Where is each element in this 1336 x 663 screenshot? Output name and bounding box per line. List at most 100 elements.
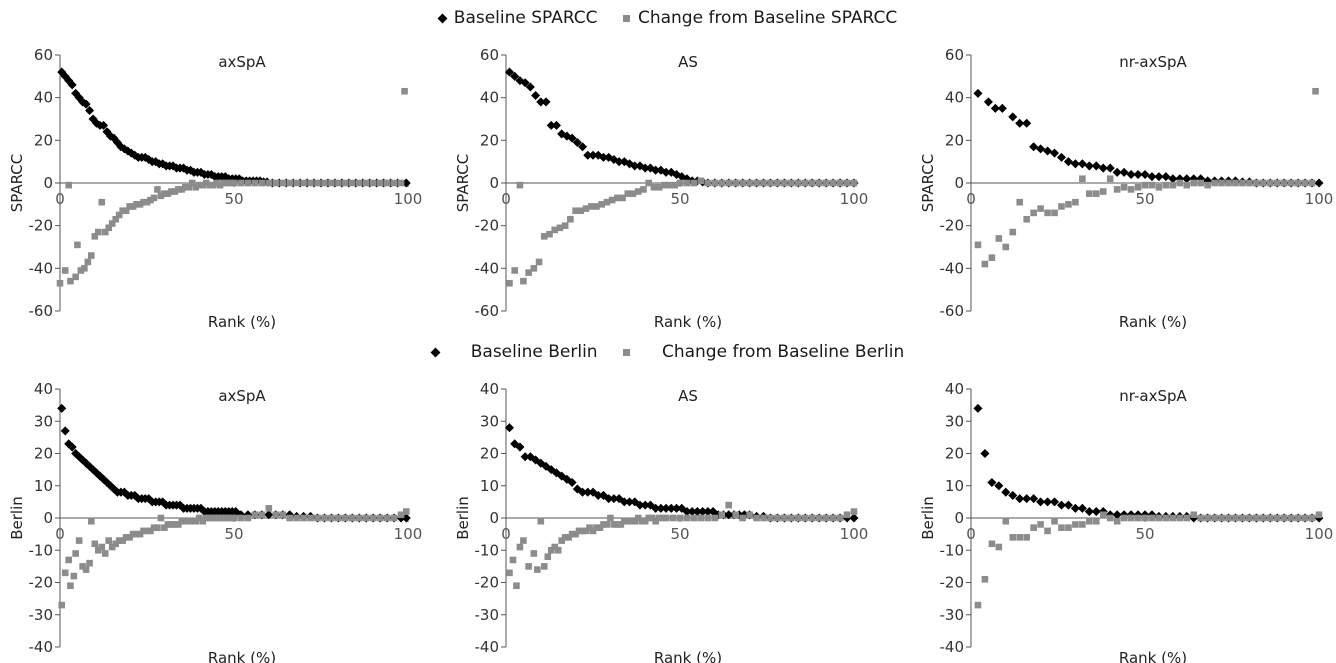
change-point: [307, 179, 314, 187]
y-tick-label: -40: [475, 259, 500, 277]
change-point: [753, 514, 760, 522]
change-point: [181, 183, 189, 191]
x-axis-label: Rank (%): [654, 313, 722, 331]
change-point: [795, 514, 802, 522]
change-point: [213, 179, 220, 187]
y-tick-label: 30: [945, 412, 964, 430]
baseline-point: [1015, 118, 1025, 128]
square-marker-icon: [622, 15, 630, 22]
x-axis-label: Rank (%): [654, 649, 722, 663]
baseline-point: [692, 507, 702, 517]
baseline-point: [724, 510, 734, 520]
y-tick-label: 10: [480, 477, 499, 495]
change-point: [988, 540, 996, 548]
y-tick-label: 40: [34, 89, 53, 107]
change-point: [349, 179, 356, 187]
change-point: [188, 179, 196, 187]
change-point: [122, 207, 130, 215]
x-tick-label: 0: [501, 190, 511, 208]
change-point: [171, 521, 179, 528]
change-point: [603, 198, 611, 206]
baseline-point: [1063, 157, 1073, 167]
change-point: [1218, 179, 1225, 187]
change-point: [397, 511, 405, 519]
change-point: [554, 546, 562, 554]
x-tick-label: 50: [224, 525, 243, 543]
y-tick-label: 0: [954, 174, 964, 192]
change-point: [1308, 179, 1316, 187]
y-tick-label: 20: [34, 131, 53, 149]
baseline-point: [541, 97, 551, 107]
change-point: [808, 514, 816, 522]
change-point: [84, 258, 92, 266]
change-point: [540, 233, 548, 240]
change-point: [829, 514, 837, 522]
change-point: [732, 511, 739, 519]
x-tick-label: 100: [1305, 525, 1334, 543]
change-point: [314, 179, 321, 187]
change-point: [1294, 179, 1302, 187]
change-point: [328, 514, 335, 522]
change-point: [760, 514, 767, 522]
change-point: [1190, 511, 1198, 519]
change-point: [237, 514, 245, 522]
change-point: [150, 194, 158, 202]
change-point: [683, 514, 691, 522]
change-point: [516, 543, 524, 551]
change-point: [808, 179, 816, 187]
change-point: [1079, 175, 1086, 183]
change-point: [822, 514, 830, 522]
y-tick-label: -40: [940, 638, 965, 656]
change-point: [593, 524, 600, 531]
change-point: [669, 514, 677, 522]
y-tick-label: 10: [945, 477, 964, 495]
y-axis-label: SPARCC: [919, 154, 937, 213]
baseline-point: [987, 477, 997, 488]
change-point: [607, 514, 614, 522]
change-point: [662, 514, 670, 522]
baseline-point: [1029, 142, 1039, 152]
chart-panel-6: [966, 388, 1324, 648]
change-point: [154, 524, 161, 531]
change-point: [586, 524, 593, 531]
change-point: [995, 543, 1003, 551]
change-point: [171, 188, 179, 195]
change-point: [175, 521, 182, 528]
y-tick-label: 40: [945, 89, 964, 107]
baseline-point: [60, 426, 70, 436]
y-tick-label: 0: [489, 174, 499, 192]
y-tick-label: -60: [29, 302, 54, 320]
change-point: [58, 601, 66, 609]
change-point: [739, 514, 746, 522]
change-point: [781, 514, 788, 522]
legend-item-change-sparcc: Change from Baseline SPARCC: [622, 8, 897, 28]
change-point: [815, 179, 823, 187]
baseline-point: [614, 157, 624, 167]
change-point: [383, 514, 391, 522]
change-point: [88, 517, 95, 525]
change-point: [286, 179, 293, 187]
change-point: [525, 269, 532, 276]
x-tick-label: 50: [224, 190, 243, 208]
change-point: [1065, 524, 1072, 531]
change-point: [1106, 514, 1114, 522]
y-tick-label: 60: [34, 46, 53, 64]
change-point: [94, 546, 102, 554]
change-point: [1169, 514, 1177, 522]
change-point: [369, 514, 377, 522]
change-point: [1287, 179, 1295, 187]
y-axis-label: Berlin: [919, 496, 937, 540]
baseline-point: [504, 67, 515, 77]
baseline-point: [682, 507, 692, 517]
baseline-point: [1112, 510, 1122, 520]
change-point: [168, 521, 175, 528]
change-point: [178, 186, 186, 193]
change-point: [634, 188, 642, 195]
change-point: [1044, 527, 1051, 535]
baseline-point: [609, 494, 619, 504]
change-point: [223, 514, 231, 522]
change-point: [648, 514, 656, 522]
change-point: [206, 181, 213, 189]
change-point: [572, 530, 579, 538]
change-point: [1312, 87, 1319, 95]
